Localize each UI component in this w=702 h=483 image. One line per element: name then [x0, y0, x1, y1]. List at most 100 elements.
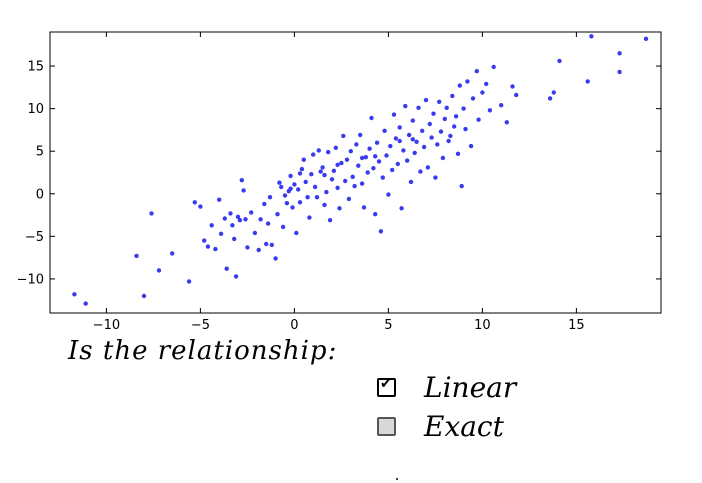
data-points [72, 34, 649, 306]
y-tick-label: 5 [36, 145, 44, 160]
exact-checkbox[interactable] [377, 417, 396, 436]
data-point [222, 216, 227, 221]
data-point [429, 135, 434, 140]
data-point [418, 169, 423, 174]
data-point [294, 230, 299, 236]
data-point [484, 81, 489, 87]
data-point [374, 140, 380, 145]
data-point [296, 187, 301, 192]
data-point [343, 178, 348, 184]
data-point [504, 120, 509, 125]
data-point [264, 241, 269, 247]
data-point [280, 224, 286, 230]
data-point [324, 189, 329, 195]
data-point [410, 137, 415, 142]
data-point [452, 124, 457, 129]
data-point [202, 238, 207, 243]
data-point [457, 83, 462, 88]
linear-checkbox[interactable] [377, 376, 396, 397]
data-point [258, 217, 263, 222]
option-linear[interactable]: Linear [377, 371, 516, 404]
data-point [311, 152, 316, 157]
y-tick-label: 10 [27, 102, 44, 117]
data-point [297, 171, 303, 176]
data-point [269, 242, 274, 248]
data-point [333, 145, 338, 150]
y-axis-ticks: −10 −5 0 5 10 15 [17, 60, 661, 287]
data-point [412, 150, 417, 156]
data-point [369, 115, 374, 121]
data-point [487, 108, 493, 113]
data-point [380, 175, 385, 180]
data-point [421, 144, 427, 150]
data-point [376, 159, 382, 164]
data-point [198, 204, 203, 209]
data-point [279, 184, 284, 190]
data-point [322, 202, 327, 208]
data-point [359, 181, 365, 186]
data-point [292, 182, 297, 187]
data-point [329, 177, 335, 182]
data-point [373, 212, 378, 217]
data-point [348, 149, 353, 154]
y-tick-label: −10 [17, 272, 44, 287]
data-point [547, 96, 553, 101]
data-point [241, 188, 246, 193]
data-point [299, 166, 305, 172]
data-point [397, 125, 402, 130]
x-tick-label: 0 [290, 318, 298, 333]
x-tick-label: −5 [191, 318, 210, 333]
data-point [297, 200, 303, 205]
data-point [267, 195, 273, 200]
x-tick-label: 15 [568, 318, 585, 333]
data-point [356, 163, 361, 168]
data-point [455, 151, 461, 156]
x-tick-label: −10 [93, 318, 120, 333]
data-point [282, 193, 288, 198]
data-point [371, 166, 376, 171]
data-point [213, 246, 218, 252]
data-point [284, 201, 290, 206]
data-point [335, 162, 340, 167]
data-point [314, 195, 320, 200]
data-point [420, 128, 425, 133]
x-tick-label: 5 [384, 318, 392, 333]
data-point [474, 69, 479, 74]
plot-frame [49, 31, 662, 314]
data-point [149, 211, 154, 216]
data-point [450, 93, 455, 99]
data-point [170, 251, 175, 256]
data-point [265, 221, 271, 226]
data-point [410, 118, 415, 123]
data-point [423, 97, 429, 103]
data-point [72, 292, 77, 297]
data-point [397, 138, 402, 144]
x-tick-label: 10 [474, 318, 491, 333]
data-point [156, 268, 162, 273]
data-point [252, 230, 258, 236]
data-point [431, 111, 436, 116]
data-point [363, 155, 368, 160]
data-point [408, 179, 414, 185]
data-point [617, 69, 622, 75]
data-point [440, 155, 446, 161]
data-point [218, 231, 224, 236]
data-point [425, 165, 431, 170]
data-point [382, 128, 387, 133]
data-point [470, 96, 476, 101]
data-point [416, 105, 421, 111]
data-point [399, 206, 404, 211]
data-point [305, 195, 310, 200]
data-point [301, 157, 306, 162]
data-point [217, 197, 222, 202]
data-point [367, 146, 372, 151]
data-point [245, 245, 250, 250]
data-point [232, 236, 237, 242]
data-point [192, 200, 197, 205]
data-point [453, 114, 459, 119]
linear-label: Linear [424, 371, 517, 404]
data-point [514, 92, 519, 98]
data-point [395, 161, 400, 167]
option-exact[interactable]: Exact [377, 410, 504, 443]
